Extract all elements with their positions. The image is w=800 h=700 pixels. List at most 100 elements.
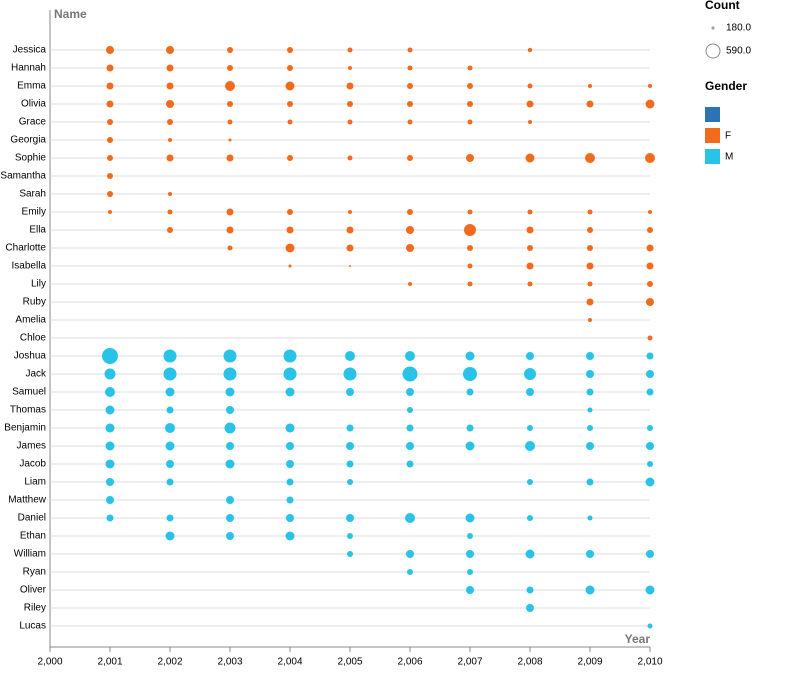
bubble [646, 298, 654, 306]
x-tick-label: 2,001 [97, 657, 122, 668]
color-legend-label: M [725, 152, 733, 163]
bubble [526, 262, 534, 270]
size-legend-symbol [705, 43, 721, 59]
y-tick-label: Emma [17, 81, 46, 92]
bubble [346, 442, 354, 450]
bubble [647, 461, 653, 467]
y-tick-label: Georgia [10, 135, 46, 146]
bubble [586, 478, 594, 486]
bubble [466, 154, 474, 162]
bubble [527, 515, 533, 521]
bubble [227, 47, 233, 53]
bubble [227, 245, 233, 251]
y-tick-label: Ryan [23, 567, 46, 578]
bubble [585, 153, 595, 163]
bubble [407, 47, 413, 53]
bubble [105, 423, 115, 433]
bubble [646, 550, 654, 558]
bubble [286, 496, 294, 504]
bubble [646, 352, 654, 360]
y-tick-label: Jack [25, 369, 47, 380]
bubble [166, 46, 174, 54]
x-tick-label: 2,008 [517, 657, 542, 668]
y-tick-label: Hannah [11, 63, 46, 74]
bubble [223, 349, 237, 363]
bubble [105, 441, 115, 451]
bubble [228, 138, 232, 142]
bubble [287, 47, 293, 53]
y-tick-label: Sarah [19, 189, 46, 200]
bubble [526, 586, 534, 594]
color-legend-swatch [705, 107, 720, 122]
y-tick-label: Joshua [14, 351, 47, 362]
x-tick-label: 2,003 [217, 657, 242, 668]
bubble [347, 65, 353, 71]
y-tick-label: Lily [31, 279, 46, 290]
bubble [647, 281, 653, 287]
bubble [226, 226, 234, 234]
bubble [107, 209, 113, 215]
bubble [463, 367, 477, 381]
bubble [166, 82, 174, 90]
bubble [407, 155, 413, 161]
bubble [346, 424, 354, 432]
bubble [406, 244, 414, 252]
bubble [106, 100, 114, 108]
x-tick-label: 2,009 [577, 657, 602, 668]
bubble [466, 550, 474, 558]
bubble [347, 155, 353, 161]
y-tick-label: Ruby [23, 297, 46, 308]
bubble [346, 514, 354, 522]
bubble [467, 83, 473, 89]
bubble [226, 208, 234, 216]
bubble [467, 119, 473, 125]
bubble [346, 244, 354, 252]
bubble [226, 154, 234, 162]
bubble [527, 209, 533, 215]
bubble [106, 514, 114, 522]
bubble [407, 83, 413, 89]
bubble [285, 531, 295, 541]
bubble [466, 586, 474, 594]
bubble [525, 549, 535, 559]
bubble [407, 281, 413, 287]
bubble [587, 317, 593, 323]
bubble [165, 423, 175, 433]
bubble [286, 442, 294, 450]
bubble [166, 460, 174, 468]
bubble [527, 281, 533, 287]
x-tick-label: 2,004 [277, 657, 302, 668]
bubble [647, 623, 653, 629]
bubble [283, 367, 297, 381]
bubble [527, 83, 533, 89]
bubble [105, 387, 115, 397]
bubble [467, 281, 473, 287]
bubble [647, 209, 653, 215]
bubble [166, 100, 174, 108]
bubble [287, 119, 293, 125]
y-tick-label: Ethan [20, 531, 46, 542]
bubble [166, 406, 174, 414]
y-tick-label: Liam [24, 477, 46, 488]
bubble [347, 209, 353, 215]
bubble [102, 348, 118, 364]
bubble [107, 155, 113, 161]
bubble [346, 388, 354, 396]
y-tick-label: Thomas [10, 405, 46, 416]
y-tick-label: Matthew [8, 495, 47, 506]
bubble [107, 137, 113, 143]
y-axis-title: Name [54, 7, 87, 21]
bubble [287, 209, 293, 215]
bubble [167, 191, 173, 197]
x-axis-title: Year [625, 632, 651, 646]
bubble [225, 459, 235, 469]
y-tick-label: Chloe [20, 333, 47, 344]
bubble [467, 65, 473, 71]
bubble [407, 407, 413, 413]
color-legend-swatch [705, 128, 720, 143]
bubble [467, 245, 473, 251]
bubble [586, 370, 594, 378]
bubble [165, 441, 175, 451]
bubble [587, 425, 593, 431]
